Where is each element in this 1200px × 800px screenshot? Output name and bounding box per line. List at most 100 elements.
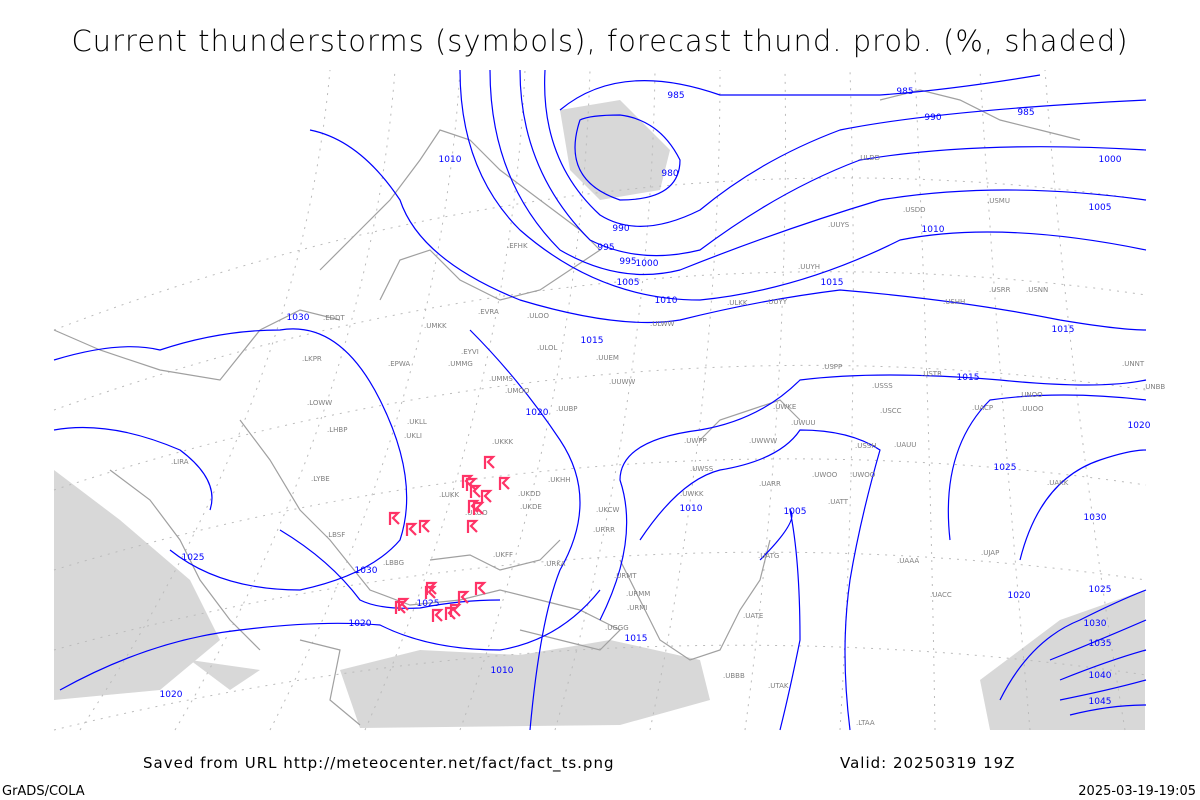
thunderstorm-icon: [431, 608, 444, 622]
isobar-line: [759, 508, 801, 731]
station-label: .USSS: [872, 382, 893, 390]
isobar-label: 1010: [439, 155, 462, 165]
station-label: .USTR: [921, 370, 942, 378]
station-label: .UMKK: [424, 322, 447, 330]
thunderstorm-icon: [388, 511, 401, 525]
isobar-label: 1025: [1089, 585, 1112, 595]
isobar-label: 1000: [1099, 155, 1122, 165]
isobar-line: [53, 328, 408, 591]
station-label: .UKDD: [518, 490, 541, 498]
station-label: .LHBP: [327, 426, 347, 434]
station-label: .LOWW: [307, 399, 332, 407]
coastline: [299, 639, 361, 726]
station-label: .UACP: [972, 404, 993, 412]
thunderstorm-icon: [394, 600, 407, 614]
isobar-label: 990: [924, 113, 941, 123]
station-label: .UBBB: [723, 672, 745, 680]
source-url: Saved from URL http://meteocenter.net/fa…: [143, 754, 615, 772]
station-label: .UACC: [930, 591, 952, 599]
thunderstorm-icon: [474, 581, 487, 595]
station-label: .EPWA: [388, 360, 410, 368]
meridian-line: [914, 69, 936, 731]
isobar-line: [999, 589, 1147, 701]
station-label: .USMU: [987, 197, 1010, 205]
isobar-label: 995: [597, 243, 614, 253]
isobar-label: 1030: [1084, 619, 1107, 629]
render-timestamp: 2025-03-19-19:05: [1078, 784, 1196, 799]
meridian-line: [364, 69, 526, 731]
station-label: .UATT: [828, 498, 849, 506]
station-label: .UMMS: [489, 375, 513, 383]
station-label: .EDDT: [323, 314, 345, 322]
isobar-line: [574, 114, 681, 201]
thunderstorm-probability-shading: [54, 100, 1145, 730]
isobar-label: 1040: [1089, 671, 1112, 681]
station-label: .USDD: [903, 206, 926, 214]
isobar-line: [1069, 704, 1147, 716]
isobar-label: 1015: [1052, 325, 1075, 335]
isobar-label: 1025: [994, 463, 1017, 473]
meridian-line: [269, 69, 461, 731]
station-label: .UKLI: [404, 432, 422, 440]
coastline: [53, 309, 341, 381]
station-label: .UKCW: [596, 506, 619, 514]
station-label: .LBBG: [383, 559, 404, 567]
isobar-label: 1005: [784, 507, 807, 517]
station-label: .EVRA: [478, 308, 499, 316]
station-label: .UMOO: [505, 387, 530, 395]
isobar-label: 985: [896, 87, 913, 97]
thunderstorm-icon: [418, 519, 431, 533]
isobar-label: 980: [661, 169, 678, 179]
parallel-line: [53, 644, 1147, 731]
station-label: .USHH: [943, 298, 965, 306]
station-label: .UAAA: [897, 557, 919, 565]
isobar-line: [489, 69, 1147, 276]
station-label: .EYVI: [461, 348, 479, 356]
station-label: .UATG: [758, 552, 779, 560]
station-label: .USCC: [880, 407, 902, 415]
station-label: .UMMG: [448, 360, 473, 368]
map-title: Current thunderstorms (symbols), forecas…: [71, 24, 1129, 58]
meridian-line: [744, 69, 786, 731]
isobar-label: 1000: [636, 259, 659, 269]
parallel-line: [53, 551, 1147, 651]
isobar-label: 1005: [617, 278, 640, 288]
station-label: .UUWW: [609, 378, 635, 386]
isobar-label: 1020: [160, 690, 183, 700]
coastline: [429, 539, 561, 571]
probability-shade-area: [560, 100, 670, 200]
probability-shade-area: [340, 640, 710, 728]
isobar-label: 1020: [526, 408, 549, 418]
station-label: .URMI: [627, 604, 647, 612]
isobar-line: [1059, 649, 1147, 681]
thunderstorm-icon: [405, 522, 418, 536]
coastline: [319, 129, 601, 301]
isobar-label: 1015: [957, 373, 980, 383]
meridian-line: [554, 69, 656, 731]
thunderstorm-icon: [498, 476, 511, 490]
parallel-line: [53, 271, 1147, 411]
isobar-line: [53, 426, 213, 511]
thunderstorm-icon: [466, 519, 479, 533]
isobar-line: [599, 374, 1147, 621]
meridian-line: [979, 69, 1031, 731]
coastline: [879, 89, 1081, 141]
isobar-label: 1045: [1089, 697, 1112, 707]
valid-time: Valid: 20250319 19Z: [840, 754, 1016, 772]
station-label: .UKFF: [493, 551, 513, 559]
station-label: .LKPR: [302, 355, 322, 363]
isobar-label: 1010: [922, 225, 945, 235]
station-label: .UARR: [759, 480, 781, 488]
station-label: .ULWW: [650, 320, 675, 328]
station-label: .UWWW: [749, 437, 777, 445]
coastline: [109, 469, 261, 651]
thunderstorm-icon: [424, 585, 437, 599]
station-label: .UKHH: [548, 476, 570, 484]
isobar-label: 1010: [655, 296, 678, 306]
isobar-label: 1015: [625, 634, 648, 644]
isobar-label: 1015: [581, 336, 604, 346]
thunderstorm-icon: [483, 455, 496, 469]
isobar-label: 1005: [1089, 203, 1112, 213]
isobar-line: [279, 529, 501, 609]
station-label: .URKA: [544, 560, 566, 568]
